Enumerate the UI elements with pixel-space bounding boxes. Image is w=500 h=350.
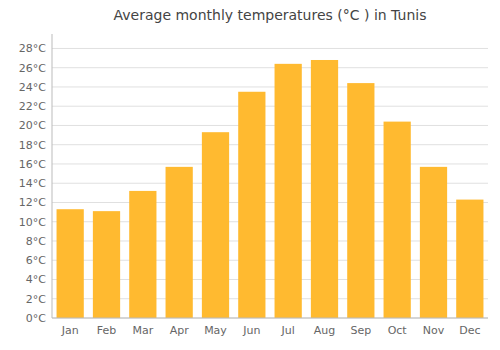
x-tick-label: Nov xyxy=(423,324,445,337)
bar xyxy=(275,64,302,318)
bar xyxy=(129,191,156,318)
grid-line xyxy=(52,163,488,164)
y-tick-label: 22°C xyxy=(19,100,46,113)
x-axis-ticks: Jan Feb Mar Apr May Jun Jul Aug Sep Oct Nov Dec xyxy=(61,324,481,337)
y-tick-label: 10°C xyxy=(19,216,46,229)
y-tick-label: 6°C xyxy=(26,254,46,267)
y-tick-label: 16°C xyxy=(19,158,46,171)
grid-line xyxy=(52,125,488,126)
grid-line xyxy=(52,144,488,145)
grid-line xyxy=(52,67,488,68)
bar xyxy=(238,92,265,318)
x-tick-label: Aug xyxy=(314,324,335,337)
bar xyxy=(384,122,411,318)
x-tick-label: Jan xyxy=(61,324,79,337)
bar xyxy=(347,83,374,318)
chart-svg: Average monthly temperatures (°C ) in Tu… xyxy=(0,0,500,350)
x-tick-label: Oct xyxy=(388,324,408,337)
y-tick-label: 12°C xyxy=(19,196,46,209)
bar xyxy=(456,200,483,318)
grid-line xyxy=(52,106,488,107)
y-tick-label: 0°C xyxy=(26,312,46,325)
bar xyxy=(202,132,229,318)
grid-line xyxy=(52,318,488,319)
y-tick-label: 20°C xyxy=(19,119,46,132)
y-tick-label: 26°C xyxy=(19,62,46,75)
y-axis-ticks: 0°C 2°C 4°C 6°C 8°C 10°C 12°C 14°C 16°C 18°C 20°C 2… xyxy=(19,42,46,325)
grid-line xyxy=(52,86,488,87)
grid-line xyxy=(52,48,488,49)
x-tick-label: Dec xyxy=(459,324,480,337)
bars xyxy=(57,60,484,318)
chart-title: Average monthly temperatures (°C ) in Tu… xyxy=(114,7,427,23)
y-tick-label: 18°C xyxy=(19,139,46,152)
y-tick-label: 28°C xyxy=(19,42,46,55)
y-tick-label: 24°C xyxy=(19,81,46,94)
y-axis-line xyxy=(52,34,53,318)
chart-container: Average monthly temperatures (°C ) in Tu… xyxy=(0,0,500,350)
bar xyxy=(166,167,193,318)
bar xyxy=(93,211,120,318)
x-tick-label: May xyxy=(204,324,227,337)
x-tick-label: Apr xyxy=(170,324,190,337)
y-tick-label: 14°C xyxy=(19,177,46,190)
x-tick-label: Jun xyxy=(242,324,260,337)
x-axis-line xyxy=(52,318,488,319)
bar xyxy=(311,60,338,318)
x-tick-label: Jul xyxy=(281,324,295,337)
y-tick-label: 8°C xyxy=(26,235,46,248)
grid xyxy=(52,48,488,318)
bar xyxy=(57,209,84,318)
x-tick-label: Mar xyxy=(132,324,153,337)
y-tick-label: 4°C xyxy=(26,273,46,286)
y-tick-label: 2°C xyxy=(26,293,46,306)
bar xyxy=(420,167,447,318)
x-tick-label: Sep xyxy=(350,324,371,337)
x-tick-label: Feb xyxy=(97,324,116,337)
